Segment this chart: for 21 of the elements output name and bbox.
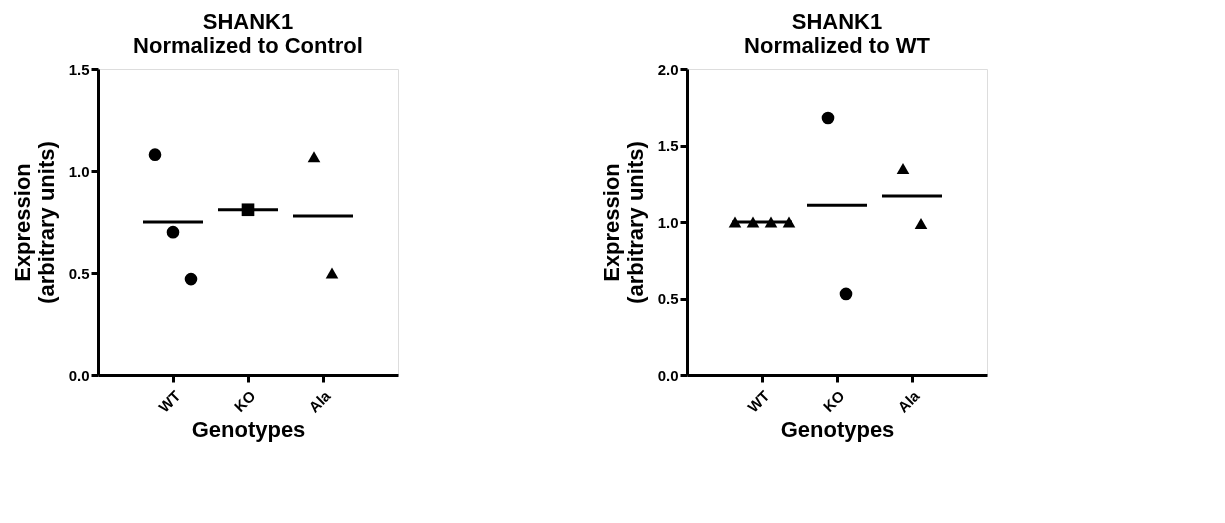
x-tick-label: KO <box>819 386 848 416</box>
x-axis-title: Genotypes <box>780 416 895 442</box>
x-tick-label: Ala <box>305 386 335 416</box>
x-tick-label: WT <box>744 387 773 416</box>
y-axis-title: Expression (arbitrary units) <box>598 141 648 304</box>
y-tick-label: 1.5 <box>657 137 679 154</box>
y-tick-label: 1.0 <box>657 213 679 231</box>
chart-title: SHANK1 Normalized to Control <box>133 9 363 58</box>
y-tick-label: 1.5 <box>68 60 90 78</box>
y-tick-label: 1.0 <box>68 162 90 180</box>
y-tick-label: 0.5 <box>657 290 679 307</box>
y-tick-label: 0.5 <box>68 264 90 282</box>
x-tick-label: Ala <box>894 386 924 416</box>
y-tick-label: 0.0 <box>657 366 679 384</box>
x-tick-label: WT <box>155 387 184 416</box>
x-axis-title: Genotypes <box>191 416 306 442</box>
y-tick-label: 2.0 <box>657 60 679 78</box>
y-tick-label: 0.0 <box>68 366 90 384</box>
y-axis-title: Expression (arbitrary units) <box>9 141 59 304</box>
x-tick-label: KO <box>230 386 259 416</box>
chart-title: SHANK1 Normalized to WT <box>744 9 931 58</box>
